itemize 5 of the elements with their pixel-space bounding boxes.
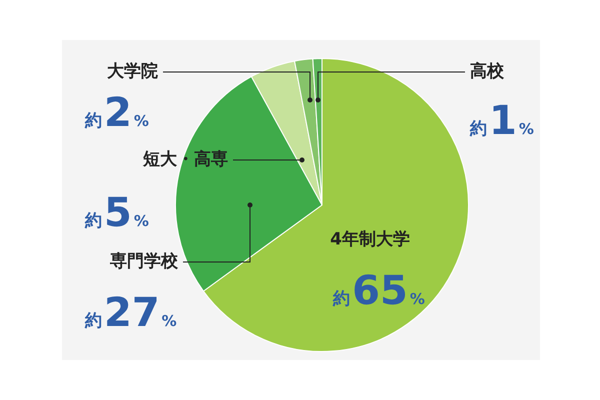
slice-label: 高校	[470, 61, 505, 82]
slice-label: 大学院	[107, 61, 158, 82]
slice-label: 専門学校	[109, 251, 179, 272]
slice-label: 4年制大学	[330, 229, 410, 250]
slice-label: 短大・高専	[142, 149, 228, 170]
